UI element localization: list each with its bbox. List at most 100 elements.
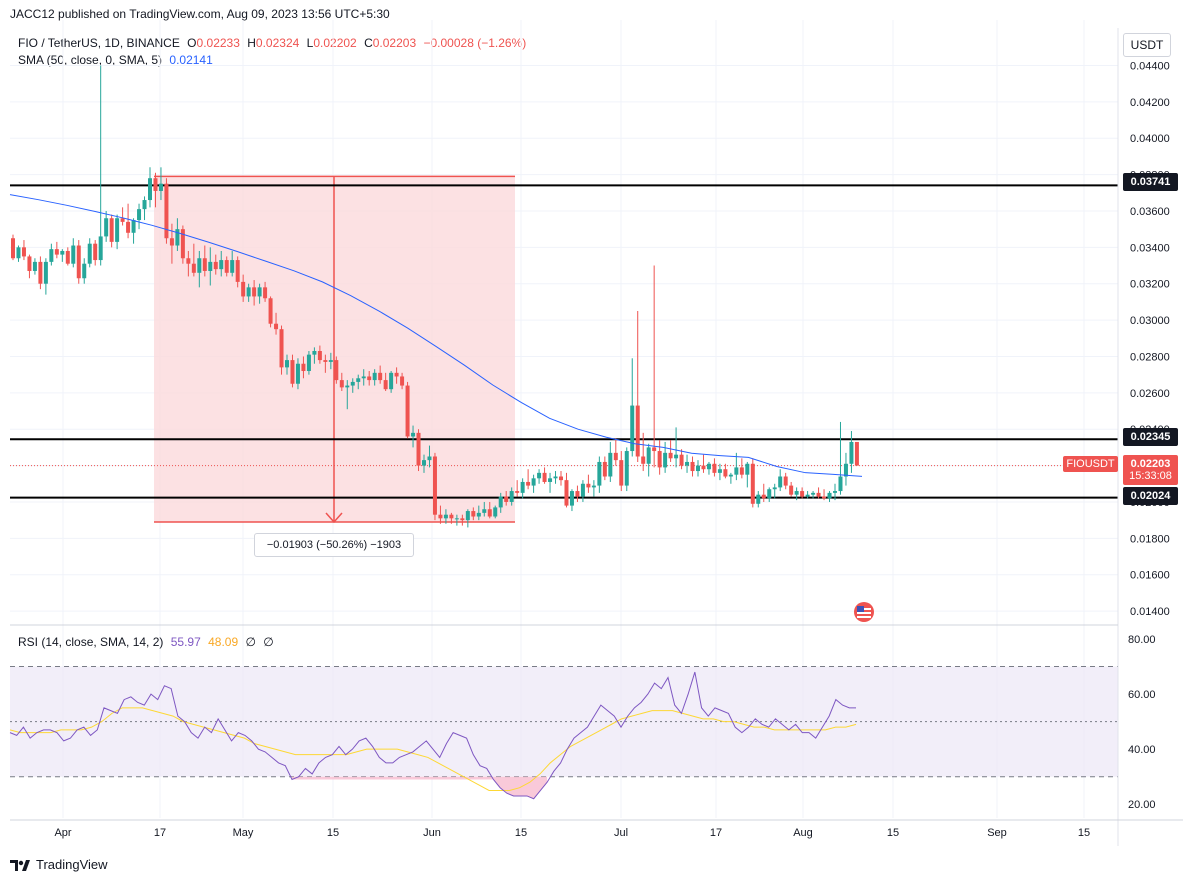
candle-body (98, 236, 103, 261)
rsi-empty-2: ∅ (263, 635, 274, 649)
rsi-empty-1: ∅ (245, 635, 256, 649)
candle-body (285, 360, 289, 368)
candle-body (109, 218, 114, 242)
symbol-name[interactable]: FIO / TetherUS, 1D, BINANCE (18, 36, 180, 50)
candle-body (131, 220, 136, 233)
candle-body (389, 372, 394, 390)
time-tick-label: 17 (154, 827, 166, 839)
candle-body (805, 494, 810, 497)
time-tick-label: 15 (327, 827, 339, 839)
time-tick-label: Sep (987, 827, 1007, 839)
candle-body (306, 354, 311, 372)
candle-body (630, 405, 635, 452)
rsi-tick-label: 40.00 (1128, 744, 1156, 756)
candle-body (520, 481, 525, 493)
candle-body (224, 260, 229, 273)
candle-body (619, 460, 624, 486)
candle-body (115, 218, 120, 242)
candle-body (328, 360, 333, 362)
price-tick-label: 0.02800 (1130, 351, 1170, 363)
candle-body (843, 463, 848, 477)
time-tick-label: May (233, 827, 254, 839)
candle-body (82, 263, 87, 279)
candle-body (750, 463, 755, 504)
candle-body (323, 360, 328, 362)
time-tick-label: 17 (710, 827, 722, 839)
candle-body (608, 452, 613, 477)
rsi-label[interactable]: RSI (14, close, SMA, 14, 2) (18, 635, 164, 649)
candle-body (422, 460, 426, 466)
candle-body (783, 476, 788, 486)
rsi-tick-label: 20.00 (1128, 799, 1156, 811)
candle-body (268, 298, 273, 324)
low-label: L (306, 36, 314, 50)
candle-body (378, 372, 383, 381)
candle-body (104, 218, 109, 237)
candle-body (334, 360, 339, 381)
candle-body (21, 247, 26, 257)
candle-body (739, 467, 744, 475)
price-tick-label: 0.03600 (1130, 206, 1170, 218)
rsi-tick-label: 80.00 (1128, 634, 1156, 646)
candle-body (515, 491, 520, 493)
horizontal-levels (10, 184, 1118, 499)
price-tick-label: 0.03000 (1130, 315, 1170, 327)
close-label: C (364, 36, 373, 50)
candle-body (235, 260, 240, 282)
candle-body (345, 385, 350, 388)
sma-label[interactable]: SMA (50, close, 0, SMA, 5) (18, 53, 163, 67)
candle-body (27, 256, 32, 271)
time-tick-label: Jul (614, 827, 628, 839)
candle-body (153, 178, 158, 191)
time-tick-label: Jun (423, 827, 441, 839)
candle-body (816, 492, 821, 497)
candle-body (263, 287, 268, 299)
candle-body (219, 260, 224, 270)
candle-body (706, 463, 711, 470)
rsi-oversold-fill (292, 776, 548, 799)
candle-body (772, 487, 777, 490)
us-flag-icon[interactable] (852, 601, 876, 623)
candle-body (213, 261, 218, 270)
candle-body (400, 376, 405, 386)
candle-body (460, 518, 465, 521)
candle-body (383, 380, 388, 390)
candle-body (87, 243, 92, 264)
candle-body (756, 494, 761, 504)
candle-body (60, 250, 65, 255)
candle-body (827, 492, 832, 499)
candle-body (295, 363, 300, 384)
candle-body (652, 447, 657, 452)
rsi-line (9, 671, 856, 800)
sma-line-path (9, 194, 863, 477)
candle-body (361, 376, 366, 379)
price-tick-label: 0.01800 (1130, 533, 1170, 545)
candle-body (849, 441, 854, 464)
candle-body (646, 447, 651, 464)
candle-body (158, 183, 163, 191)
candle-body (137, 209, 142, 221)
candle-body (531, 478, 536, 486)
candle-body (822, 496, 827, 499)
candles (11, 65, 859, 528)
footer-brand[interactable]: TradingView (10, 857, 108, 872)
candle-body (542, 472, 547, 482)
bar-countdown: 15:33:08 (1129, 470, 1172, 482)
candle-body (624, 451, 629, 486)
currency-button[interactable]: USDT (1123, 33, 1171, 57)
candle-body (175, 229, 180, 246)
rsi-tick-label: 60.00 (1128, 689, 1156, 701)
candle-body (745, 463, 750, 475)
rsi-band (10, 666, 1118, 777)
time-tick-label: Apr (54, 827, 71, 839)
candle-body (438, 514, 443, 519)
price-tag-mid-level: 0.02345 (1123, 428, 1178, 446)
candle-body (767, 489, 772, 499)
price-tag-last: 0.02203 15:33:08 (1123, 455, 1178, 485)
price-tick-label: 0.03200 (1130, 279, 1170, 291)
candle-body (279, 329, 284, 368)
candle-body (274, 323, 279, 330)
open-value: 0.02233 (196, 36, 240, 50)
candle-body (723, 469, 728, 477)
